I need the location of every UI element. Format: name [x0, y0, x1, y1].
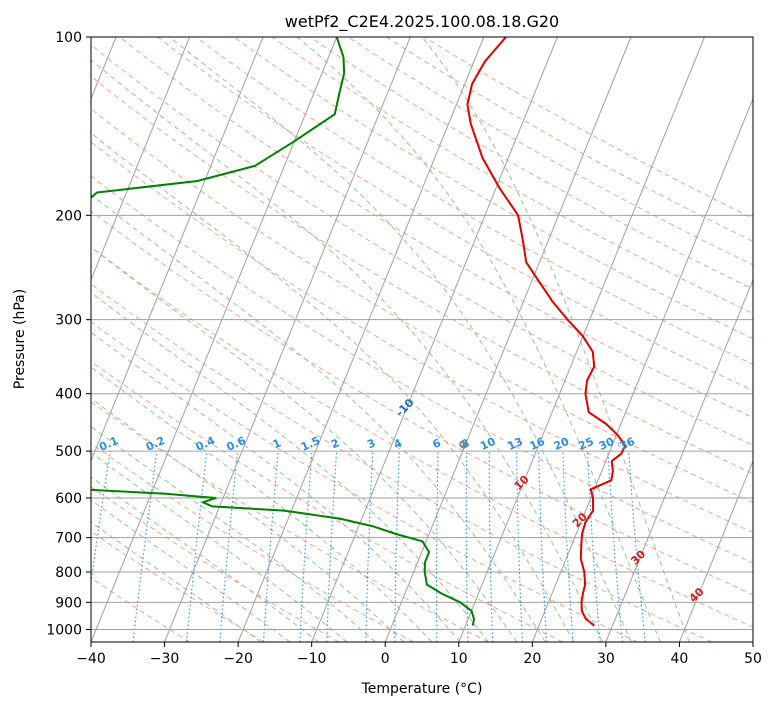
y-tick-label: 500	[55, 444, 82, 460]
mixing-ratio-label: 30	[597, 435, 617, 453]
x-tick-label: 40	[671, 651, 689, 667]
x-tick-label: 30	[597, 651, 615, 667]
dry-adiabat-line	[195, 37, 753, 365]
mixing-ratio-label: 20	[552, 435, 572, 453]
dry-adiabat-line	[424, 37, 753, 219]
moist-adiabat-line	[91, 193, 546, 642]
isotherm-line	[91, 37, 264, 463]
dry-adiabat-line	[309, 37, 753, 290]
x-tick-label: −30	[150, 651, 180, 667]
x-axis-ticks: −40 −30 −20 −10 0 10 20 30 40 50	[76, 642, 762, 667]
dry-adiabat-line	[91, 321, 638, 642]
y-axis-ticks: 100 200 300 400 500 600 700 800 900 1000	[46, 30, 91, 638]
dry-adiabat-line	[347, 37, 753, 266]
mixing-ratio-label: 13	[506, 435, 525, 453]
mixing-ratio-label: 10	[478, 435, 498, 453]
temperature-profile-line	[466, 37, 627, 627]
moist-adiabats	[91, 37, 690, 642]
x-tick-label: −10	[297, 651, 327, 667]
mixing-ratio-label: 25	[576, 435, 595, 453]
mixing-ratio-lines	[91, 451, 646, 642]
y-axis-title: Pressure (hPa)	[12, 289, 28, 389]
dry-adiabat-line	[91, 210, 753, 596]
moist-adiabat-line	[91, 132, 575, 642]
isotherm-gridlines	[91, 37, 753, 642]
dry-adiabat-line	[91, 442, 414, 642]
isotherm-line	[237, 37, 485, 642]
dry-adiabat-line	[91, 44, 753, 446]
y-tick-label: 600	[55, 491, 82, 507]
y-tick-label: 400	[55, 387, 82, 403]
moist-adiabat-line	[91, 331, 461, 642]
y-tick-label: 900	[55, 595, 82, 611]
mixing-ratio-label: 36	[618, 435, 638, 453]
y-tick-label: 800	[55, 565, 82, 581]
dewpoint-profile-line	[91, 37, 475, 626]
dry-adiabat-line	[91, 108, 753, 504]
y-tick-label: 200	[55, 208, 82, 224]
dry-adiabat-line	[91, 246, 753, 628]
isotherm-line	[531, 97, 753, 642]
dry-adiabat-line	[119, 37, 753, 419]
isotherm-line	[678, 459, 753, 642]
moist-adiabat-line	[91, 59, 604, 642]
y-tick-label: 1000	[46, 622, 82, 638]
dry-adiabat-line	[91, 283, 713, 642]
x-tick-label: 10	[450, 651, 468, 667]
moist-adiabat-line	[421, 37, 690, 642]
x-tick-label: −40	[76, 651, 106, 667]
isobar-gridlines	[91, 37, 753, 630]
x-tick-label: −20	[223, 651, 253, 667]
isotherm-line	[605, 278, 753, 642]
dry-adiabat-line	[91, 175, 753, 564]
y-tick-label: 100	[55, 30, 82, 46]
mixing-ratio-label: 16	[528, 435, 548, 453]
chart-title: wetPf2_C2E4.2025.100.08.18.G20	[285, 12, 559, 32]
isotherm-line	[164, 37, 411, 642]
y-tick-label: 700	[55, 531, 82, 547]
isotherm-line	[384, 37, 632, 642]
isotherm-line	[91, 37, 338, 642]
moist-adiabat-line	[91, 246, 518, 642]
moist-adiabat-line	[296, 37, 661, 642]
y-tick-label: 300	[55, 313, 82, 329]
moist-adiabat-line	[91, 476, 319, 642]
moist-adiabat-line	[169, 37, 632, 642]
isotherm-line	[311, 37, 558, 642]
sounding-series	[91, 37, 627, 627]
isotherm-line	[458, 37, 705, 642]
isotherm-line	[91, 37, 191, 282]
x-axis-title: Temperature (°C)	[361, 681, 483, 697]
x-tick-label: 0	[381, 651, 390, 667]
x-tick-label: 50	[744, 651, 762, 667]
mixing-ratio-line	[132, 451, 158, 642]
mixing-ratio-line	[91, 451, 111, 587]
moist-adiabat-line	[91, 291, 489, 642]
x-tick-label: 20	[523, 651, 541, 667]
plot-frame	[90, 36, 754, 643]
